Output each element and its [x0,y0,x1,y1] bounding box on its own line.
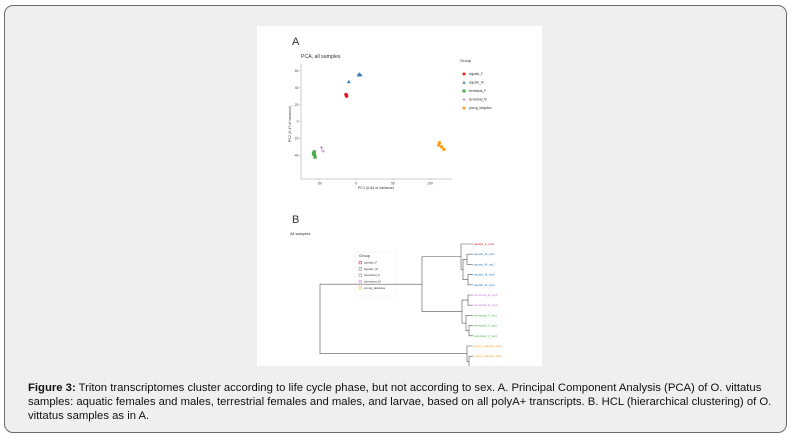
pca-panel: A PCA, all samples -50 0 50 100 60 40 20 0 -20 -… [288,36,492,190]
figure-image: A PCA, all samples -50 0 50 100 60 40 20 0 -20 -… [257,26,542,366]
hcl-subtitle: All samples [290,231,310,236]
data-point-aquatic_F [344,93,348,97]
data-point-aquatic_M [347,79,351,84]
leaf-label: aquatic_M_rep2 [474,262,495,266]
leaf-label: young_tadpoles_rep3 [474,364,502,366]
hcl-legend-swatch-aquatic_F [358,261,362,265]
hcl-legend-label-aquatic_F: aquatic_F [364,261,377,265]
leaf-label: aquatic_M_rep3 [474,273,495,277]
y-tick-label: 0 [297,120,299,124]
merge-terrestrial-F-1 [468,325,473,337]
pca-legend-title: Group [460,58,472,63]
merge-terrestrial-F-2 [465,315,473,331]
y-ticks: 60 40 20 0 -20 -40 [294,69,301,158]
leaf-label: aquatic_M_rep4 [474,283,495,287]
legend-marker-aquatic_M [462,80,466,84]
y-tick-label: -40 [294,154,299,158]
pca-title: PCA, all samples [301,54,341,60]
hcl-legend-label-young_tadpoles: young_tadpoles [364,286,386,290]
y-tick-label: 40 [295,86,299,90]
leaf-label: terrestrial_F_rep2 [474,324,497,328]
legend-label-terrestrial_M: terrestrial_M [469,98,487,102]
merge-adults [421,256,462,312]
data-point-young_tadpoles [442,147,446,152]
leaf-label: young_tadpoles_rep1 [474,344,502,348]
leaf-label: terrestrial_F_rep1 [474,313,497,317]
leaf-label: terrestrial_F_rep3 [474,334,497,338]
hcl-legend-swatch-young_tadpoles [358,286,362,290]
panel-b-label: B [292,214,299,226]
y-tick-label: -20 [294,137,299,141]
x-tick-label: -50 [317,182,322,186]
y-tick-label: 60 [295,69,299,73]
data-point-terrestrial_F [313,155,317,159]
x-tick-label: 100 [427,182,433,186]
legend-marker-terrestrial_M [462,98,466,101]
leaf-label: terrestrial_M_rep1 [474,293,498,297]
legend-label-terrestrial_F: terrestrial_F [469,89,486,93]
hcl-legend-swatch-terrestrial_F [358,273,362,277]
caption-label: Figure 3: [28,382,76,394]
dendrogram [319,243,473,366]
hcl-legend-swatch-aquatic_M [358,267,362,271]
merge-aquatic-M-2 [467,274,473,286]
data-point-aquatic_M [358,72,363,77]
legend-label-aquatic_M: aquatic_M [469,81,484,85]
data-point-terrestrial_F [311,151,316,156]
pca-legend: aquatic_F aquatic_M terrestrial_F terrestri… [462,72,492,110]
hcl-legend: aquatic_F aquatic_M terrestrial_F terrestri… [358,261,386,290]
data-point-young_tadpoles [439,145,444,149]
data-point-terrestrial_M [321,149,325,153]
figure-frame: A PCA, all samples -50 0 50 100 60 40 20 0 -20 -… [4,5,787,433]
x-axis-label: PC1 (0.64 of variance) [358,186,394,190]
hcl-legend-label-terrestrial_F: terrestrial_F [364,273,380,277]
leaf-label: aquatic_M_rep1 [474,252,495,256]
hcl-legend-label-aquatic_M: aquatic_M [364,267,378,271]
y-tick-label: 20 [295,103,299,107]
dendrogram-leaves: aquatic_F_rep1 aquatic_M_rep1 aquatic_M_re… [474,242,502,366]
merge-tadpoles-2 [466,345,473,362]
merge-tadpoles-1 [468,355,473,366]
legend-marker-aquatic_F [462,72,466,76]
hcl-legend-label-terrestrial_M: terrestrial_M [364,280,381,284]
data-point-young_tadpoles [437,143,441,147]
x-tick-label: 0 [355,182,357,186]
panel-a-label: A [292,36,300,48]
merge-aquatic-M-1 [466,253,473,265]
leaf-label: young_tadpoles_rep2 [474,354,502,358]
figure-canvas: A PCA, all samples -50 0 50 100 60 40 20 0 -20 -… [288,36,502,366]
leaf-label: terrestrial_M_rep2 [474,303,498,307]
figure-caption: Figure 3: Triton transcriptomes cluster … [28,381,776,424]
pca-points [311,72,446,159]
legend-label-young_tadpoles: young_tadpoles [469,106,492,110]
legend-label-aquatic_F: aquatic_F [469,72,483,76]
data-point-terrestrial_M [319,146,324,150]
y-axis-label: PC2 (0.17 of variance) [288,106,292,142]
merge-terrestrial-M [467,294,473,306]
legend-marker-young_tadpoles [462,106,466,110]
hcl-legend-swatch-terrestrial_M [358,279,362,284]
legend-marker-terrestrial_F [462,89,466,93]
merge-terrestrial-all [461,299,468,324]
x-tick-label: 50 [391,182,395,186]
hcl-legend-title: Group [359,253,371,258]
merge-root [319,283,467,354]
x-ticks: -50 0 50 100 [317,179,433,186]
hcl-panel: B All samples Group aquatic_F aquatic_Mte… [290,214,502,366]
leaf-label: aquatic_F_rep1 [474,242,494,246]
caption-text: Triton transcriptomes cluster according … [28,382,772,423]
pca-plot-area [300,64,452,180]
